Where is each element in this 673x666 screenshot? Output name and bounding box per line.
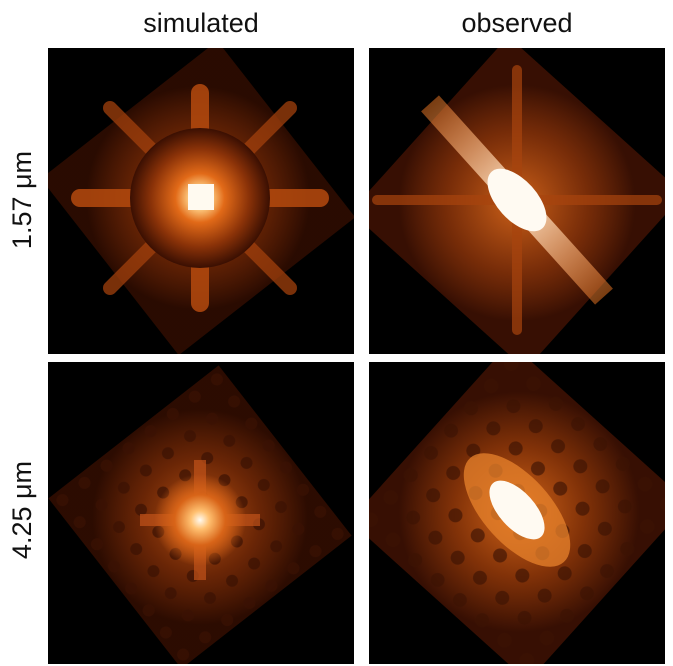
image-observed-1-57um-render — [369, 48, 665, 354]
image-observed-4-25um-render — [369, 362, 665, 664]
column-label-observed: observed — [461, 8, 573, 38]
image-simulated-1-57um-render — [48, 48, 354, 354]
image-observed-1-57um — [369, 48, 665, 354]
row-label-1-57um: 1.57 μm — [7, 150, 37, 250]
image-observed-4-25um — [369, 362, 665, 664]
row-label-4-25um: 4.25 μm — [7, 460, 37, 560]
image-simulated-1-57um — [48, 48, 354, 354]
column-label-simulated: simulated — [143, 8, 259, 38]
image-simulated-4-25um-render — [48, 365, 352, 664]
image-simulated-4-25um — [48, 362, 354, 664]
